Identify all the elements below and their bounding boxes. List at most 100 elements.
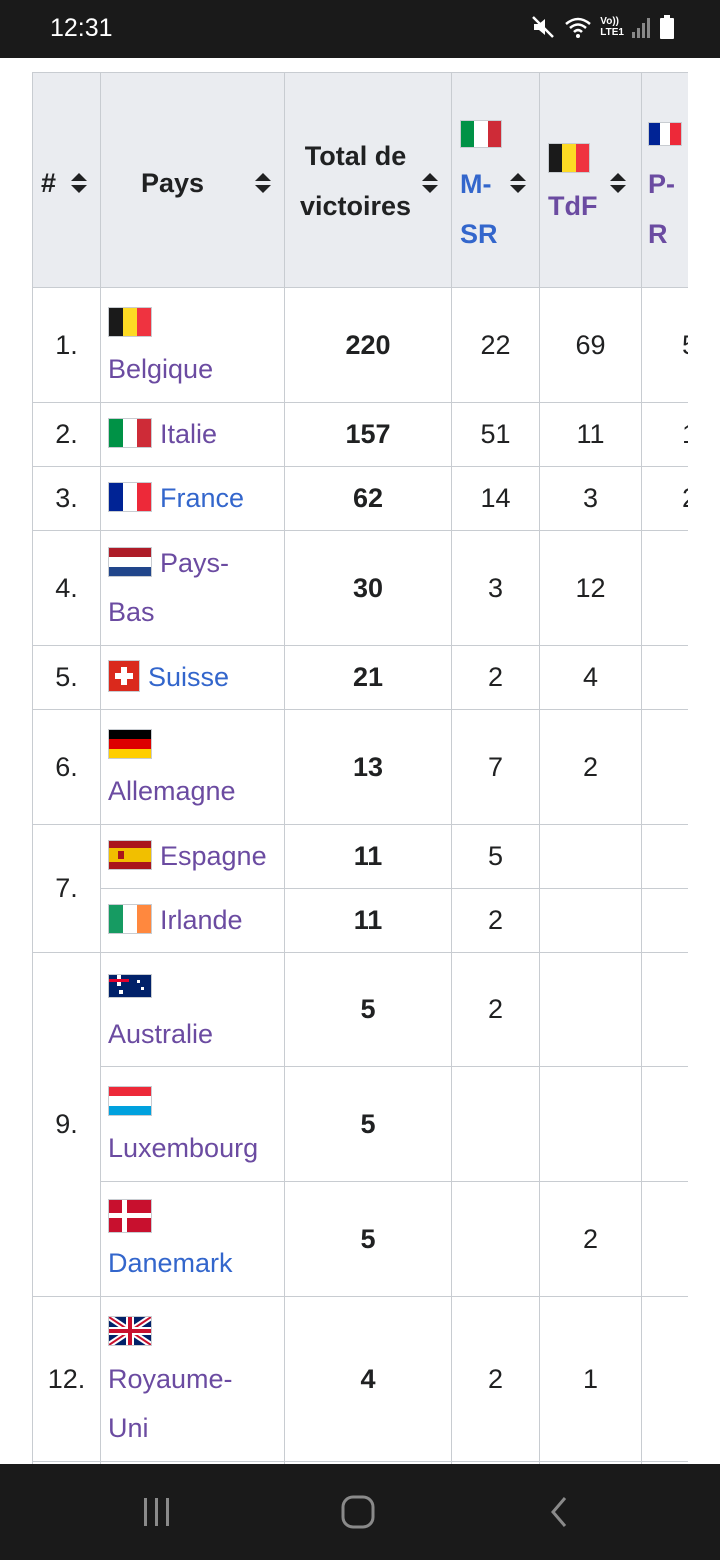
country-link[interactable]: Belgique xyxy=(108,354,214,384)
tdf-cell: 2 xyxy=(539,1181,642,1297)
sort-icon[interactable] xyxy=(610,173,626,193)
pr-cell: 57 xyxy=(641,287,688,403)
united-kingdom-flag-icon xyxy=(108,1316,152,1347)
pr-cell: 4 xyxy=(641,645,688,710)
country-link-line2: Uni xyxy=(108,1412,149,1443)
table-row xyxy=(32,1461,688,1464)
sort-icon[interactable] xyxy=(255,173,271,193)
pr-header[interactable]: P- R xyxy=(641,72,688,288)
pr-cell xyxy=(641,1181,688,1297)
country-header[interactable]: Pays xyxy=(100,72,285,288)
rank-cell: 9. xyxy=(32,952,101,1297)
navigation-bar xyxy=(0,1464,720,1560)
rank-cell: 5. xyxy=(32,645,101,710)
tdf-cell xyxy=(539,824,642,889)
sort-icon[interactable] xyxy=(71,173,87,193)
table-row: 1. Belgique 220 22 69 57 xyxy=(32,287,688,403)
victories-table: # Pays Total de victoires xyxy=(32,72,688,1464)
pr-header-link[interactable]: P- R xyxy=(648,159,675,259)
table-row: 2. Italie 157 51 11 14 xyxy=(32,402,688,467)
pr-cell: 7 xyxy=(641,530,688,646)
tdf-cell: 1 xyxy=(539,1296,642,1462)
msr-cell xyxy=(451,1066,540,1182)
italy-flag-icon xyxy=(108,417,152,448)
table-row: 3. France 62 14 3 28 xyxy=(32,466,688,531)
country-cell: Allemagne xyxy=(100,709,285,825)
rank-header[interactable]: # xyxy=(32,72,101,288)
country-link-line1: Royaume- xyxy=(108,1363,233,1394)
country-link[interactable]: Luxembourg xyxy=(108,1133,259,1163)
msr-header-line1: M- xyxy=(460,169,492,199)
italy-flag-icon xyxy=(460,117,502,148)
country-cell: France xyxy=(100,466,285,531)
rank-cell: 6. xyxy=(32,709,101,825)
rank-cell: 7. xyxy=(32,824,101,953)
country-link[interactable]: Irlande xyxy=(160,905,243,935)
country-link[interactable]: Suisse xyxy=(148,662,230,692)
country-link[interactable]: Pays- Bas xyxy=(108,548,229,627)
table-row: 7. Espagne 11 5 xyxy=(32,824,688,953)
country-link[interactable]: Danemark xyxy=(108,1248,233,1278)
rank-cell: 4. xyxy=(32,530,101,646)
status-icons: Vo)) LTE1 xyxy=(530,14,674,40)
denmark-flag-icon xyxy=(108,1198,152,1233)
country-link[interactable]: Australie xyxy=(108,1018,214,1049)
msr-cell: 51 xyxy=(451,402,540,467)
ireland-flag-icon xyxy=(108,903,152,934)
status-time: 12:31 xyxy=(50,14,113,42)
pr-cell xyxy=(641,1461,688,1464)
status-bar: 12:31 Vo)) LTE1 xyxy=(0,0,720,58)
total-header[interactable]: Total de victoires xyxy=(284,72,452,288)
msr-cell: 2 xyxy=(451,645,540,710)
table-row: Irlande 11 2 2 xyxy=(33,888,688,953)
country-link[interactable]: France xyxy=(160,483,245,513)
belgium-flag-icon xyxy=(108,306,152,337)
spain-flag-icon xyxy=(108,839,152,870)
total-cell: 21 xyxy=(284,645,452,710)
msr-header[interactable]: M- SR xyxy=(451,72,540,288)
tdf-cell xyxy=(539,888,642,953)
country-link[interactable]: Allemagne xyxy=(108,776,236,806)
table-row: 6. Allemagne 13 7 2 2 xyxy=(32,709,688,825)
total-cell: 220 xyxy=(284,287,452,403)
country-cell: Irlande xyxy=(100,888,285,953)
tdf-header-link[interactable]: TdF xyxy=(548,191,598,221)
msr-cell: 14 xyxy=(451,466,540,531)
back-icon[interactable] xyxy=(545,1494,575,1530)
home-icon[interactable] xyxy=(340,1494,376,1530)
pr-cell: 2 xyxy=(641,709,688,825)
rank-header-label: # xyxy=(41,168,57,198)
total-header-label: Total de victoires xyxy=(293,131,418,231)
country-link[interactable]: Espagne xyxy=(160,841,267,871)
msr-cell: 22 xyxy=(451,287,540,403)
table-header-row: # Pays Total de victoires xyxy=(32,72,688,288)
tdf-cell: 3 xyxy=(539,466,642,531)
country-link[interactable]: Royaume- Uni xyxy=(108,1364,233,1443)
table-row: 9. Australie 5 2 2 xyxy=(32,952,688,1297)
table-row: 12. Royaume- Uni 4 2 xyxy=(32,1296,688,1462)
mute-icon xyxy=(532,16,555,38)
table-row: Danemark 5 2 xyxy=(33,1181,688,1297)
tdf-cell xyxy=(539,952,642,1067)
tdf-cell: 4 xyxy=(539,645,642,710)
total-cell: 5 xyxy=(284,1181,452,1297)
recent-apps-icon[interactable] xyxy=(140,1494,176,1530)
country-cell: Australie xyxy=(100,952,285,1067)
msr-cell: 7 xyxy=(451,709,540,825)
sort-icon[interactable] xyxy=(510,173,526,193)
wikitable-container[interactable]: # Pays Total de victoires xyxy=(32,72,688,1464)
msr-cell: 3 xyxy=(451,530,540,646)
country-cell: Belgique xyxy=(100,287,285,403)
msr-header-link[interactable]: M- SR xyxy=(460,159,498,259)
country-link-line2: Bas xyxy=(108,597,155,627)
pr-cell xyxy=(641,1296,688,1462)
sort-icon[interactable] xyxy=(422,173,438,193)
network-label-line1: Vo)) xyxy=(600,16,619,27)
rank-cell: 3. xyxy=(32,466,101,531)
pr-cell: 1 xyxy=(641,1066,688,1182)
total-cell: 11 xyxy=(284,888,452,953)
tdf-header[interactable]: TdF xyxy=(539,72,642,288)
total-header-line2: victoires xyxy=(299,191,412,221)
country-link[interactable]: Italie xyxy=(160,419,218,449)
total-cell: 62 xyxy=(284,466,452,531)
